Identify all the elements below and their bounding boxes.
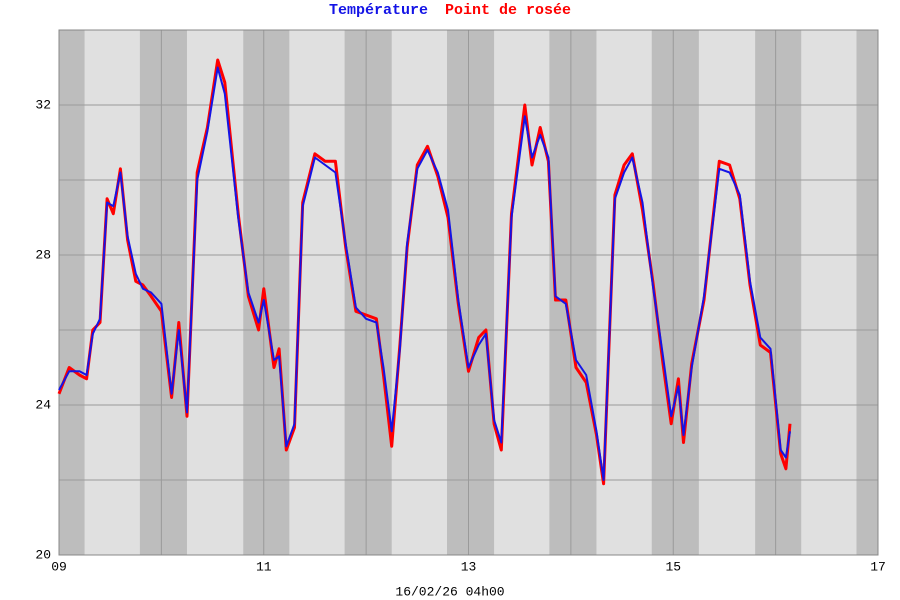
y-tick-label: 28 xyxy=(35,247,51,262)
night-band xyxy=(549,30,597,555)
series-line xyxy=(58,66,791,481)
night-band xyxy=(856,30,878,555)
night-band xyxy=(755,30,802,555)
y-tick-label: 24 xyxy=(35,397,51,412)
night-band xyxy=(59,30,85,555)
plot-border xyxy=(58,29,879,556)
legend-title: Température Point de rosée xyxy=(329,2,571,19)
x-tick-label: 09 xyxy=(51,559,67,574)
night-band xyxy=(447,30,495,555)
legend-entry: Température xyxy=(329,2,428,19)
x-axis-label: 16/02/26 04h00 xyxy=(395,584,504,599)
y-tick-label: 20 xyxy=(35,547,51,562)
x-tick-label: 13 xyxy=(461,559,477,574)
y-tick-label: 32 xyxy=(35,97,51,112)
legend-entry: Point de rosée xyxy=(445,2,571,19)
night-band xyxy=(651,30,699,555)
x-tick-label: 17 xyxy=(870,559,886,574)
x-tick-label: 15 xyxy=(665,559,681,574)
x-tick-label: 11 xyxy=(256,559,272,574)
night-band xyxy=(243,30,290,555)
